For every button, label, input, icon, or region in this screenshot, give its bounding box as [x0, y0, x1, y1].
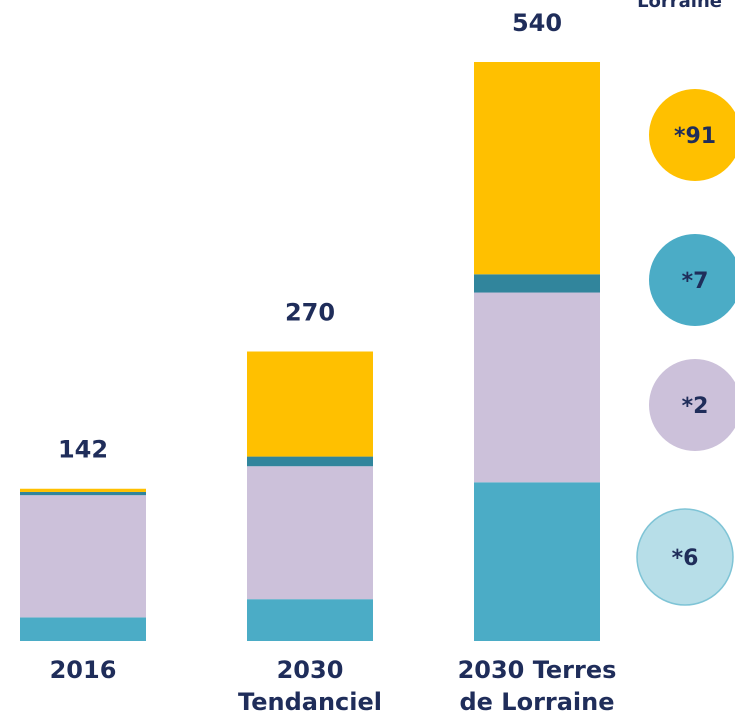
- badge-label: *6: [672, 546, 699, 571]
- bar-segment: [247, 351, 373, 457]
- category-label: 2030 Tendanciel: [238, 656, 382, 716]
- bar-segment: [20, 617, 146, 641]
- bar-segment: [20, 491, 146, 496]
- bar-segment: [247, 466, 373, 600]
- bar-segment: [474, 274, 600, 293]
- bar-segment: [20, 495, 146, 618]
- bar-segment: [247, 599, 373, 641]
- total-label: 270: [285, 299, 335, 327]
- badge-label: *91: [674, 124, 716, 149]
- category-label: 2030 Terres de Lorraine: [457, 656, 617, 716]
- bar-segment: [20, 488, 146, 492]
- badge-label: *2: [682, 394, 709, 419]
- bar-segment: [474, 292, 600, 483]
- badge: [636, 508, 734, 606]
- bar-segment: [247, 456, 373, 467]
- bar-segment: [474, 62, 600, 275]
- category-label: 2016: [49, 656, 117, 684]
- badge: [649, 89, 735, 181]
- badge: [649, 359, 735, 451]
- total-label: 142: [58, 436, 108, 464]
- badge: [649, 234, 735, 326]
- annotation: Lorraine: [637, 0, 722, 12]
- total-label: 540: [512, 9, 562, 37]
- badge-label: *7: [682, 269, 709, 294]
- bar-segment: [474, 482, 600, 641]
